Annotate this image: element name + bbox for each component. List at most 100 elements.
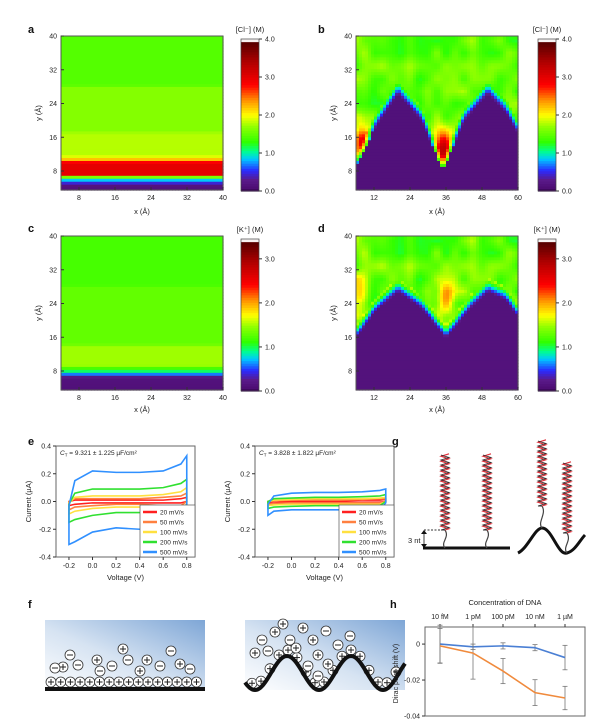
heatmap-cell — [389, 68, 393, 73]
heatmap-cell — [118, 38, 122, 43]
heatmap-cell — [422, 175, 426, 179]
heatmap-cell — [208, 47, 212, 52]
heatmap-cell — [461, 127, 465, 132]
heatmap-cell — [428, 139, 432, 144]
heatmap-cell — [109, 104, 113, 108]
heatmap-cell — [461, 98, 465, 102]
heatmap-cell — [67, 151, 71, 156]
heatmap-cell — [464, 86, 468, 90]
heatmap-cell — [115, 41, 119, 46]
heatmap-cell — [473, 175, 477, 179]
heatmap-cell — [103, 113, 107, 117]
heatmap-cell — [425, 133, 429, 138]
heatmap-cell — [368, 95, 372, 99]
heatmap-cell — [416, 136, 420, 141]
heatmap-cell — [118, 184, 122, 188]
heatmap-cell — [410, 139, 414, 144]
heatmap-cell — [169, 124, 173, 129]
heatmap-cell — [440, 163, 444, 167]
heatmap-cell — [166, 65, 170, 70]
heatmap-cell — [106, 80, 110, 84]
heatmap-cell — [127, 139, 131, 144]
heatmap-cell — [76, 136, 80, 141]
heatmap-cell — [398, 44, 402, 49]
heatmap-cell — [61, 44, 65, 49]
heatmap-cell — [467, 41, 471, 46]
heatmap-cell — [85, 133, 89, 138]
heatmap-cell — [181, 184, 185, 188]
heatmap-cell — [464, 118, 468, 123]
heatmap-cell — [130, 187, 134, 191]
heatmap-cell — [428, 104, 432, 108]
heatmap-cell — [374, 118, 378, 123]
heatmap-cell — [413, 113, 417, 117]
heatmap-cell — [145, 181, 149, 185]
heatmap-cell — [205, 44, 209, 49]
heatmap-cell — [73, 151, 77, 156]
heatmap-cell — [76, 101, 80, 105]
heatmap-cell — [365, 65, 369, 70]
heatmap-cell — [440, 101, 444, 105]
heatmap-cell — [413, 65, 417, 70]
heatmap-cell — [61, 56, 65, 61]
heatmap-cell — [458, 160, 462, 164]
heatmap-cell — [187, 71, 191, 76]
heatmap-cell — [154, 178, 158, 182]
heatmap-cell — [458, 187, 462, 191]
heatmap-cell — [407, 130, 411, 135]
heatmap-cell — [452, 68, 456, 73]
panel-label-b: b — [318, 24, 325, 36]
heatmap-cell — [446, 130, 450, 135]
heatmap-cell — [377, 77, 381, 82]
heatmap-cell — [368, 104, 372, 108]
heatmap-cell — [91, 107, 95, 111]
heatmap-cell — [166, 47, 170, 52]
heatmap-cell — [73, 154, 77, 159]
heatmap-cell — [178, 181, 182, 185]
heatmap-cell — [184, 118, 188, 123]
heatmap-cell — [416, 184, 420, 188]
heatmap-cell — [371, 83, 375, 87]
heatmap-cell — [106, 133, 110, 138]
colorbar-segment — [241, 92, 259, 96]
heatmap-cell — [446, 118, 450, 123]
heatmap-cell — [151, 133, 155, 138]
heatmap-cell — [127, 121, 131, 126]
heatmap-cell — [389, 50, 393, 55]
heatmap-cell — [145, 178, 149, 182]
heatmap-cell — [133, 157, 137, 161]
heatmap-cell — [91, 92, 95, 96]
heatmap-cell — [166, 50, 170, 55]
heatmap-cell — [208, 68, 212, 73]
heatmap-cell — [109, 142, 113, 147]
colorbar-segment — [241, 153, 259, 157]
heatmap-cell — [455, 107, 459, 111]
heatmap-cell — [431, 95, 435, 99]
heatmap-cell — [467, 86, 471, 90]
heatmap-cell — [356, 74, 360, 79]
heatmap-cell — [205, 172, 209, 176]
heatmap-cell — [464, 77, 468, 82]
heatmap-cell — [368, 68, 372, 73]
heatmap-cell — [136, 166, 140, 170]
heatmap-cell — [61, 178, 65, 182]
heatmap-cell — [407, 157, 411, 161]
heatmap-cell — [118, 181, 122, 185]
heatmap-cell — [395, 74, 399, 79]
heatmap-cell — [76, 175, 80, 179]
heatmap-cell — [458, 136, 462, 141]
heatmap-cell — [82, 139, 86, 144]
heatmap-cell — [193, 53, 197, 58]
heatmap-cell — [127, 175, 131, 179]
heatmap-cell — [458, 44, 462, 49]
heatmap-cell — [112, 38, 116, 43]
heatmap-cell — [359, 86, 363, 90]
heatmap-cell — [148, 148, 152, 153]
heatmap-cell — [398, 71, 402, 76]
heatmap-cell — [178, 44, 182, 49]
heatmap-cell — [178, 184, 182, 188]
heatmap-cell — [79, 160, 83, 164]
heatmap-cell — [61, 65, 65, 70]
heatmap-cell — [64, 62, 68, 67]
heatmap-cell — [187, 44, 191, 49]
